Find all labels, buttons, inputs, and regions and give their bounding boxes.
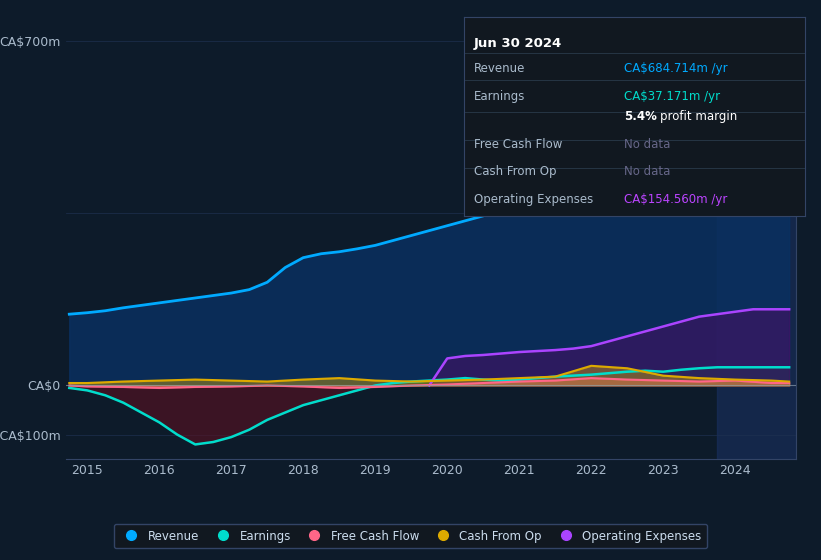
Legend: Revenue, Earnings, Free Cash Flow, Cash From Op, Operating Expenses: Revenue, Earnings, Free Cash Flow, Cash … (114, 524, 707, 548)
Text: CA$37.171m /yr: CA$37.171m /yr (624, 90, 720, 103)
Text: No data: No data (624, 138, 671, 151)
Text: Jun 30 2024: Jun 30 2024 (474, 37, 562, 50)
Text: CA$154.560m /yr: CA$154.560m /yr (624, 193, 727, 206)
Text: 5.4%: 5.4% (624, 110, 657, 123)
Text: profit margin: profit margin (660, 110, 737, 123)
Text: Free Cash Flow: Free Cash Flow (474, 138, 562, 151)
Text: No data: No data (624, 165, 671, 179)
Text: CA$684.714m /yr: CA$684.714m /yr (624, 62, 727, 75)
Text: Earnings: Earnings (474, 90, 525, 103)
Text: Operating Expenses: Operating Expenses (474, 193, 594, 206)
Text: Cash From Op: Cash From Op (474, 165, 557, 179)
Text: Revenue: Revenue (474, 62, 525, 75)
Bar (718, 17, 796, 459)
